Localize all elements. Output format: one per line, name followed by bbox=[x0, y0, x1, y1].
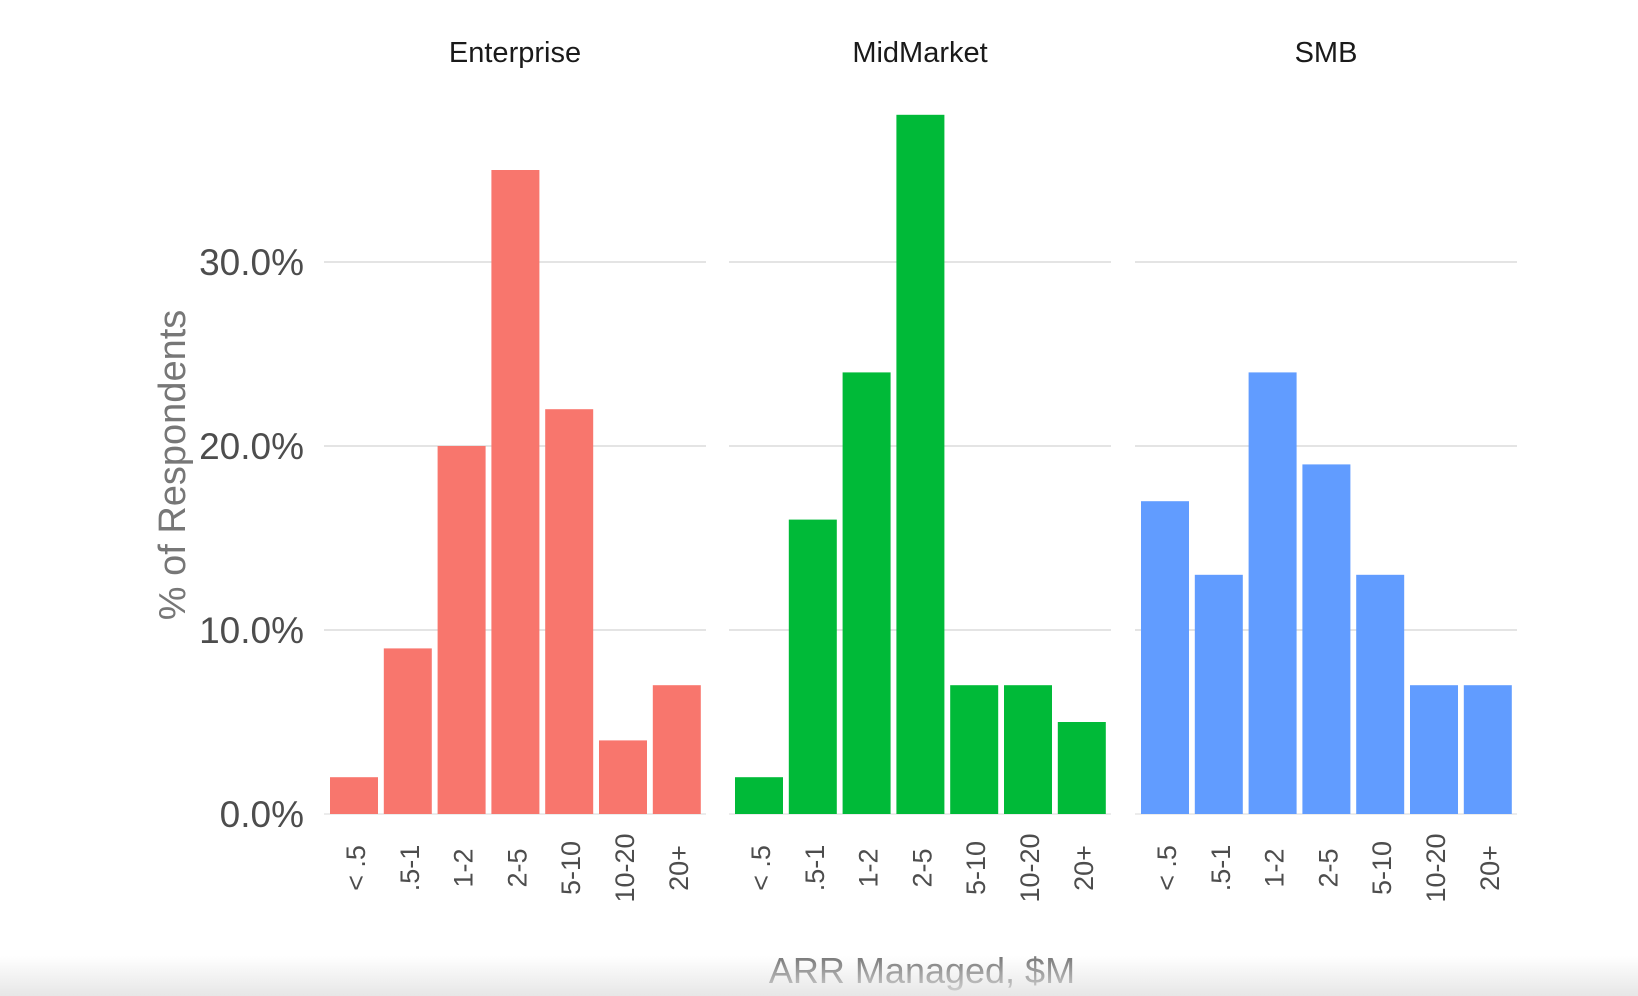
bar-smb-6 bbox=[1410, 685, 1458, 814]
bar-midmarket-7 bbox=[1057, 722, 1106, 814]
panel-title-enterprise: Enterprise bbox=[449, 37, 581, 69]
x-axis-label: ARR Managed, $M bbox=[769, 950, 1075, 991]
x-tick-label: 20+ bbox=[664, 845, 694, 891]
bar-midmarket-2 bbox=[788, 519, 837, 814]
bar-enterprise-1 bbox=[330, 777, 378, 814]
bar-enterprise-7 bbox=[652, 685, 701, 814]
x-tick-label: 5-10 bbox=[961, 841, 991, 895]
bar-smb-1 bbox=[1141, 501, 1189, 814]
y-tick-label: 20.0% bbox=[199, 426, 304, 467]
bar-midmarket-5 bbox=[950, 685, 999, 814]
bar-enterprise-4 bbox=[491, 170, 540, 814]
panel-title-midmarket: MidMarket bbox=[852, 37, 987, 69]
x-tick-label: 1-2 bbox=[449, 848, 479, 887]
x-tick-label: .5-1 bbox=[395, 845, 425, 892]
x-tick-label: 1-2 bbox=[1260, 848, 1290, 887]
bar-smb-4 bbox=[1302, 464, 1351, 814]
y-axis-label: % of Respondents bbox=[152, 310, 194, 621]
x-tick-label: 5-10 bbox=[1367, 841, 1397, 895]
bar-enterprise-5 bbox=[545, 409, 594, 814]
bar-smb-5 bbox=[1356, 574, 1405, 814]
panel-title-smb: SMB bbox=[1295, 37, 1358, 69]
bar-midmarket-4 bbox=[896, 114, 945, 815]
x-tick-label: 10-20 bbox=[1015, 833, 1045, 902]
bar-midmarket-6 bbox=[1004, 685, 1052, 814]
x-tick-label: 2-5 bbox=[907, 848, 937, 887]
bar-midmarket-3 bbox=[842, 372, 891, 814]
bar-layer bbox=[330, 114, 1512, 815]
y-tick-label: 0.0% bbox=[220, 794, 304, 835]
text-layer: 0.0% 10.0% 20.0% 30.0% Enterprise < .5 .5-1 1-2… bbox=[199, 37, 1505, 903]
y-tick-label: 10.0% bbox=[199, 610, 304, 651]
x-tick-label: 2-5 bbox=[1313, 848, 1343, 887]
x-tick-label: 10-20 bbox=[1421, 833, 1451, 902]
bar-smb-2 bbox=[1194, 574, 1243, 814]
bar-enterprise-6 bbox=[599, 740, 647, 814]
bar-enterprise-3 bbox=[437, 446, 486, 814]
x-tick-label: 5-10 bbox=[556, 841, 586, 895]
x-tick-label: .5-1 bbox=[800, 845, 830, 892]
x-tick-label: < .5 bbox=[746, 845, 776, 891]
bar-smb-7 bbox=[1463, 685, 1512, 814]
bar-enterprise-2 bbox=[383, 648, 432, 814]
x-tick-label: < .5 bbox=[341, 845, 371, 891]
x-tick-label: 20+ bbox=[1475, 845, 1505, 891]
bar-midmarket-1 bbox=[735, 777, 783, 814]
x-tick-label: 2-5 bbox=[502, 848, 532, 887]
x-tick-label: < .5 bbox=[1152, 845, 1182, 891]
x-tick-label: 10-20 bbox=[610, 833, 640, 902]
bar-smb-3 bbox=[1248, 372, 1297, 814]
x-tick-label: 1-2 bbox=[854, 848, 884, 887]
x-tick-label: 20+ bbox=[1069, 845, 1099, 891]
y-tick-label: 30.0% bbox=[199, 242, 304, 283]
x-tick-label: .5-1 bbox=[1206, 845, 1236, 892]
